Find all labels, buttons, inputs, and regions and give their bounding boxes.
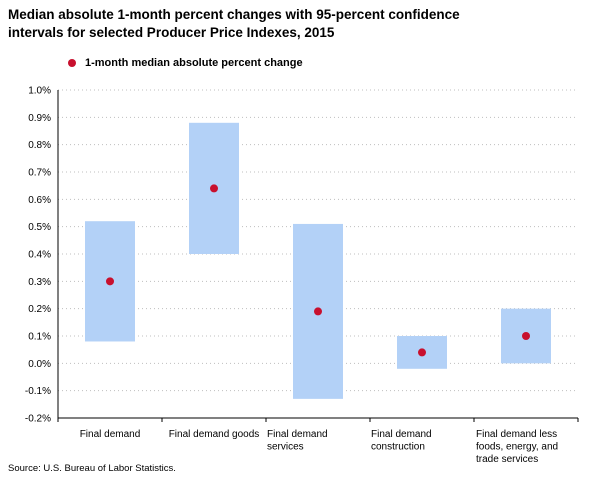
x-tick-label-line: Final demand less: [476, 429, 557, 440]
x-tick-label-line: Final demand goods: [169, 429, 260, 440]
x-tick-label: Final demand less foods, energy, and trade…: [476, 429, 558, 465]
median-point: [418, 348, 426, 357]
chart-legend: 1-month median absolute percent change: [68, 57, 303, 69]
legend-label: 1-month median absolute percent change: [85, 57, 303, 69]
y-tick-label: 0.1%: [28, 332, 51, 343]
y-tick-label: 0.8%: [28, 140, 51, 151]
median-point: [314, 307, 322, 316]
legend-marker-icon: [68, 59, 76, 67]
x-tick-label-line: services: [267, 442, 304, 453]
median-point: [522, 332, 530, 340]
x-tick-label-line: Final demand: [371, 429, 432, 440]
x-tick-label-line: Final demand: [267, 429, 328, 440]
x-tick-label-line: construction: [371, 442, 425, 453]
y-tick-label: 0.9%: [28, 113, 51, 124]
median-point: [106, 277, 114, 286]
y-tick-label: 0.2%: [28, 304, 51, 315]
y-tick-label: 0.6%: [28, 195, 51, 206]
chart-title-line-1: Median absolute 1-month percent changes …: [8, 7, 460, 22]
x-tick-label: Final demand goods: [169, 429, 260, 440]
x-tick-label: Final demand: [80, 429, 141, 440]
y-tick-label: 1.0%: [28, 86, 51, 97]
x-tick-label-line: foods, energy, and: [476, 442, 558, 453]
median-point: [210, 184, 218, 193]
y-tick-label: 0.4%: [28, 250, 51, 261]
y-tick-label: -0.1%: [25, 386, 51, 397]
chart-title: Median absolute 1-month percent changes …: [8, 6, 598, 42]
y-tick-label: 0.3%: [28, 277, 51, 288]
source-note: Source: U.S. Bureau of Labor Statistics.: [8, 463, 176, 474]
x-tick-label: Final demand construction: [371, 429, 432, 453]
y-tick-label: 0.0%: [28, 359, 51, 370]
x-tick-label-line: Final demand: [80, 429, 141, 440]
y-tick-label: 0.7%: [28, 168, 51, 179]
y-tick-label: -0.2%: [25, 414, 51, 425]
chart-title-line-2: intervals for selected Producer Price In…: [8, 25, 335, 40]
x-tick-label: Final demand services: [267, 429, 328, 453]
x-tick-label-line: trade services: [476, 454, 538, 465]
y-tick-label: 0.5%: [28, 222, 51, 233]
